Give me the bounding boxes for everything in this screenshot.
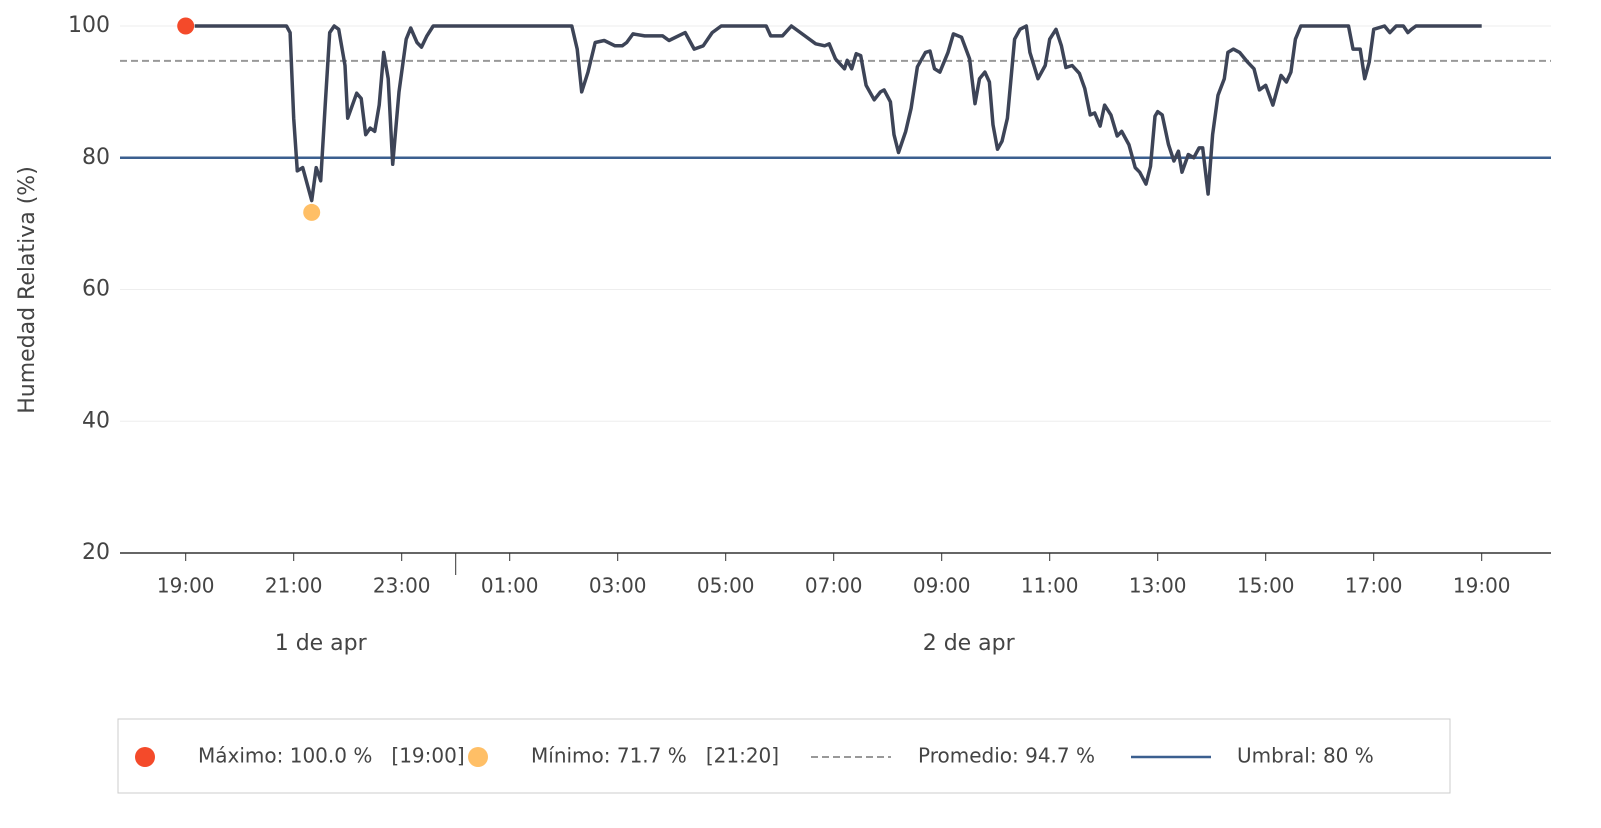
x-tick-label: 15:00 <box>1237 574 1295 598</box>
legend <box>117 718 1451 794</box>
x-tick-label: 19:00 <box>157 574 215 598</box>
y-tick-label: 20 <box>82 540 110 565</box>
x-tick-label: 19:00 <box>1453 574 1511 598</box>
x-tick-label: 17:00 <box>1345 574 1403 598</box>
x-tick-label: 21:00 <box>265 574 323 598</box>
y-axis-label: Humedad Relativa (%) <box>15 166 40 414</box>
day-label: 2 de apr <box>923 631 1016 656</box>
max-marker <box>177 17 195 35</box>
x-tick-label: 01:00 <box>481 574 539 598</box>
x-tick-label: 03:00 <box>589 574 647 598</box>
y-tick-label: 80 <box>82 145 110 170</box>
x-tick-label: 11:00 <box>1021 574 1079 598</box>
legend-threshold-label: Umbral: 80 % <box>1237 744 1374 768</box>
legend-max-label: Máximo: 100.0 % [19:00] <box>198 744 465 768</box>
x-tick-label: 13:00 <box>1129 574 1187 598</box>
humidity-line <box>194 24 1482 203</box>
legend-min-marker <box>468 747 488 767</box>
legend-min-label: Mínimo: 71.7 % [21:20] <box>531 744 779 768</box>
x-tick-label: 05:00 <box>697 574 755 598</box>
legend-mean-label: Promedio: 94.7 % <box>918 744 1095 768</box>
y-tick-label: 60 <box>82 277 110 302</box>
x-tick-label: 07:00 <box>805 574 863 598</box>
legend-max-marker <box>135 747 155 767</box>
min-marker <box>303 203 321 221</box>
x-tick-label: 23:00 <box>373 574 431 598</box>
y-tick-label: 100 <box>68 13 110 38</box>
day-label: 1 de apr <box>275 631 368 656</box>
x-tick-label: 09:00 <box>913 574 971 598</box>
y-tick-label: 40 <box>82 408 110 433</box>
